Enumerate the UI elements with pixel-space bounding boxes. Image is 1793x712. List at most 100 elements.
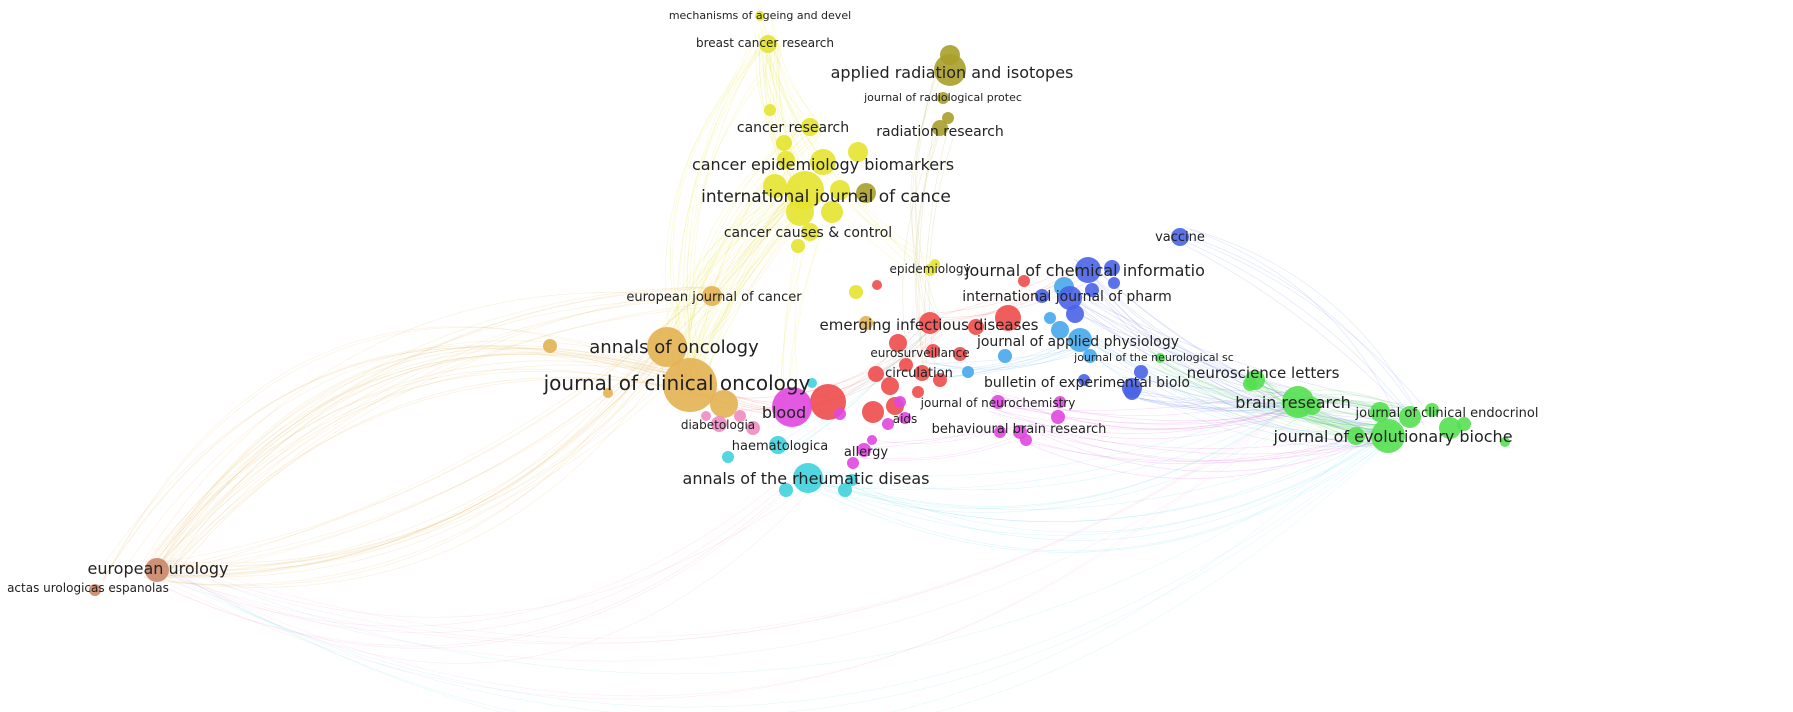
network-node[interactable] [1035, 289, 1049, 303]
network-node[interactable] [1044, 312, 1056, 324]
node-ard[interactable] [793, 463, 823, 493]
network-node[interactable] [882, 418, 894, 430]
network-node[interactable] [1439, 417, 1461, 439]
network-node[interactable] [933, 373, 947, 387]
network-node[interactable] [995, 305, 1021, 331]
network-node[interactable] [868, 366, 884, 382]
network-node[interactable] [862, 401, 884, 423]
network-node[interactable] [1500, 437, 1510, 447]
network-node[interactable] [847, 457, 859, 469]
network-node[interactable] [807, 378, 817, 388]
network-node[interactable] [848, 142, 868, 162]
network-node[interactable] [1085, 283, 1099, 297]
node-jci[interactable] [1075, 257, 1101, 283]
network-node[interactable] [899, 358, 913, 372]
network-node[interactable] [746, 421, 760, 435]
network-node[interactable] [734, 410, 746, 422]
network-node[interactable] [764, 104, 776, 116]
node-ijc[interactable] [786, 171, 824, 209]
network-node[interactable] [1425, 403, 1439, 417]
network-node[interactable] [1104, 260, 1120, 276]
network-node[interactable] [1018, 275, 1030, 287]
network-node[interactable] [962, 366, 974, 378]
network-link [1006, 398, 1299, 430]
node-blood[interactable] [772, 387, 812, 427]
network-node[interactable] [998, 349, 1012, 363]
node-actas[interactable] [89, 584, 101, 596]
node-eururol[interactable] [145, 558, 169, 582]
node-eid[interactable] [919, 312, 941, 334]
network-node[interactable] [994, 426, 1006, 438]
node-jce[interactable] [1399, 406, 1421, 428]
node-haemat[interactable] [769, 436, 787, 454]
network-node[interactable] [872, 280, 882, 290]
node-radres[interactable] [932, 120, 948, 136]
node-radprotec[interactable] [937, 92, 949, 104]
node-cancer_res[interactable] [801, 118, 819, 136]
network-node[interactable] [1370, 402, 1390, 422]
network-node[interactable] [856, 183, 876, 203]
network-node[interactable] [889, 334, 907, 352]
network-node[interactable] [968, 319, 984, 335]
node-ccc[interactable] [801, 223, 819, 241]
network-node[interactable] [821, 201, 843, 223]
network-link [145, 298, 704, 566]
network-node[interactable] [912, 386, 924, 398]
network-node[interactable] [710, 390, 738, 418]
node-circulation[interactable] [914, 365, 930, 381]
network-node[interactable] [1134, 365, 1148, 379]
node-brainres[interactable] [1282, 386, 1314, 418]
node-jevb[interactable] [1371, 419, 1405, 453]
node-aids[interactable] [899, 412, 911, 424]
network-node[interactable] [1054, 396, 1066, 408]
network-node[interactable] [894, 396, 906, 408]
node-mechanisms[interactable] [755, 11, 765, 21]
node-jap[interactable] [1068, 328, 1092, 352]
node-ijp[interactable] [1058, 286, 1082, 310]
network-node[interactable] [881, 377, 899, 395]
node-ejc[interactable] [702, 286, 722, 306]
network-node[interactable] [722, 451, 734, 463]
network-node[interactable] [867, 435, 877, 445]
network-node[interactable] [859, 316, 873, 330]
network-node[interactable] [1347, 427, 1365, 445]
network-node[interactable] [1051, 321, 1069, 339]
network-node[interactable] [830, 180, 850, 200]
network-node[interactable] [846, 474, 858, 486]
network-node[interactable] [776, 135, 792, 151]
network-node[interactable] [763, 174, 787, 198]
network-node[interactable] [777, 151, 795, 169]
network-node[interactable] [838, 483, 852, 497]
node-bbr[interactable] [1013, 425, 1027, 439]
network-link [152, 353, 698, 576]
network-node[interactable] [1108, 277, 1120, 289]
node-annonc[interactable] [647, 327, 687, 367]
network-node[interactable] [701, 411, 711, 421]
node-jneurosc[interactable] [1155, 353, 1165, 363]
node-breast[interactable] [759, 35, 777, 53]
network-node[interactable] [779, 483, 793, 497]
network-node[interactable] [603, 388, 613, 398]
network-node[interactable] [1083, 349, 1097, 363]
network-node[interactable] [791, 239, 805, 253]
node-jneurochem[interactable] [991, 395, 1005, 409]
network-node[interactable] [849, 285, 863, 299]
node-applied_rad[interactable] [934, 54, 966, 86]
node-neurolett[interactable] [1245, 370, 1265, 390]
node-vaccine[interactable] [1171, 228, 1189, 246]
network-node[interactable] [1078, 374, 1090, 386]
node-diabetologia[interactable] [711, 416, 727, 432]
network-node[interactable] [543, 339, 557, 353]
node-epidemiology[interactable] [924, 264, 936, 276]
node-euroserv[interactable] [926, 344, 940, 358]
network-node[interactable] [1457, 417, 1471, 431]
network-node[interactable] [1051, 410, 1065, 424]
node-allergy[interactable] [857, 443, 871, 457]
node-cebp[interactable] [810, 149, 836, 175]
network-node[interactable] [942, 112, 954, 124]
node-bexpbio[interactable] [1122, 378, 1142, 398]
node-jco[interactable] [663, 358, 717, 412]
network-node[interactable] [834, 408, 846, 420]
network-node[interactable] [953, 347, 967, 361]
